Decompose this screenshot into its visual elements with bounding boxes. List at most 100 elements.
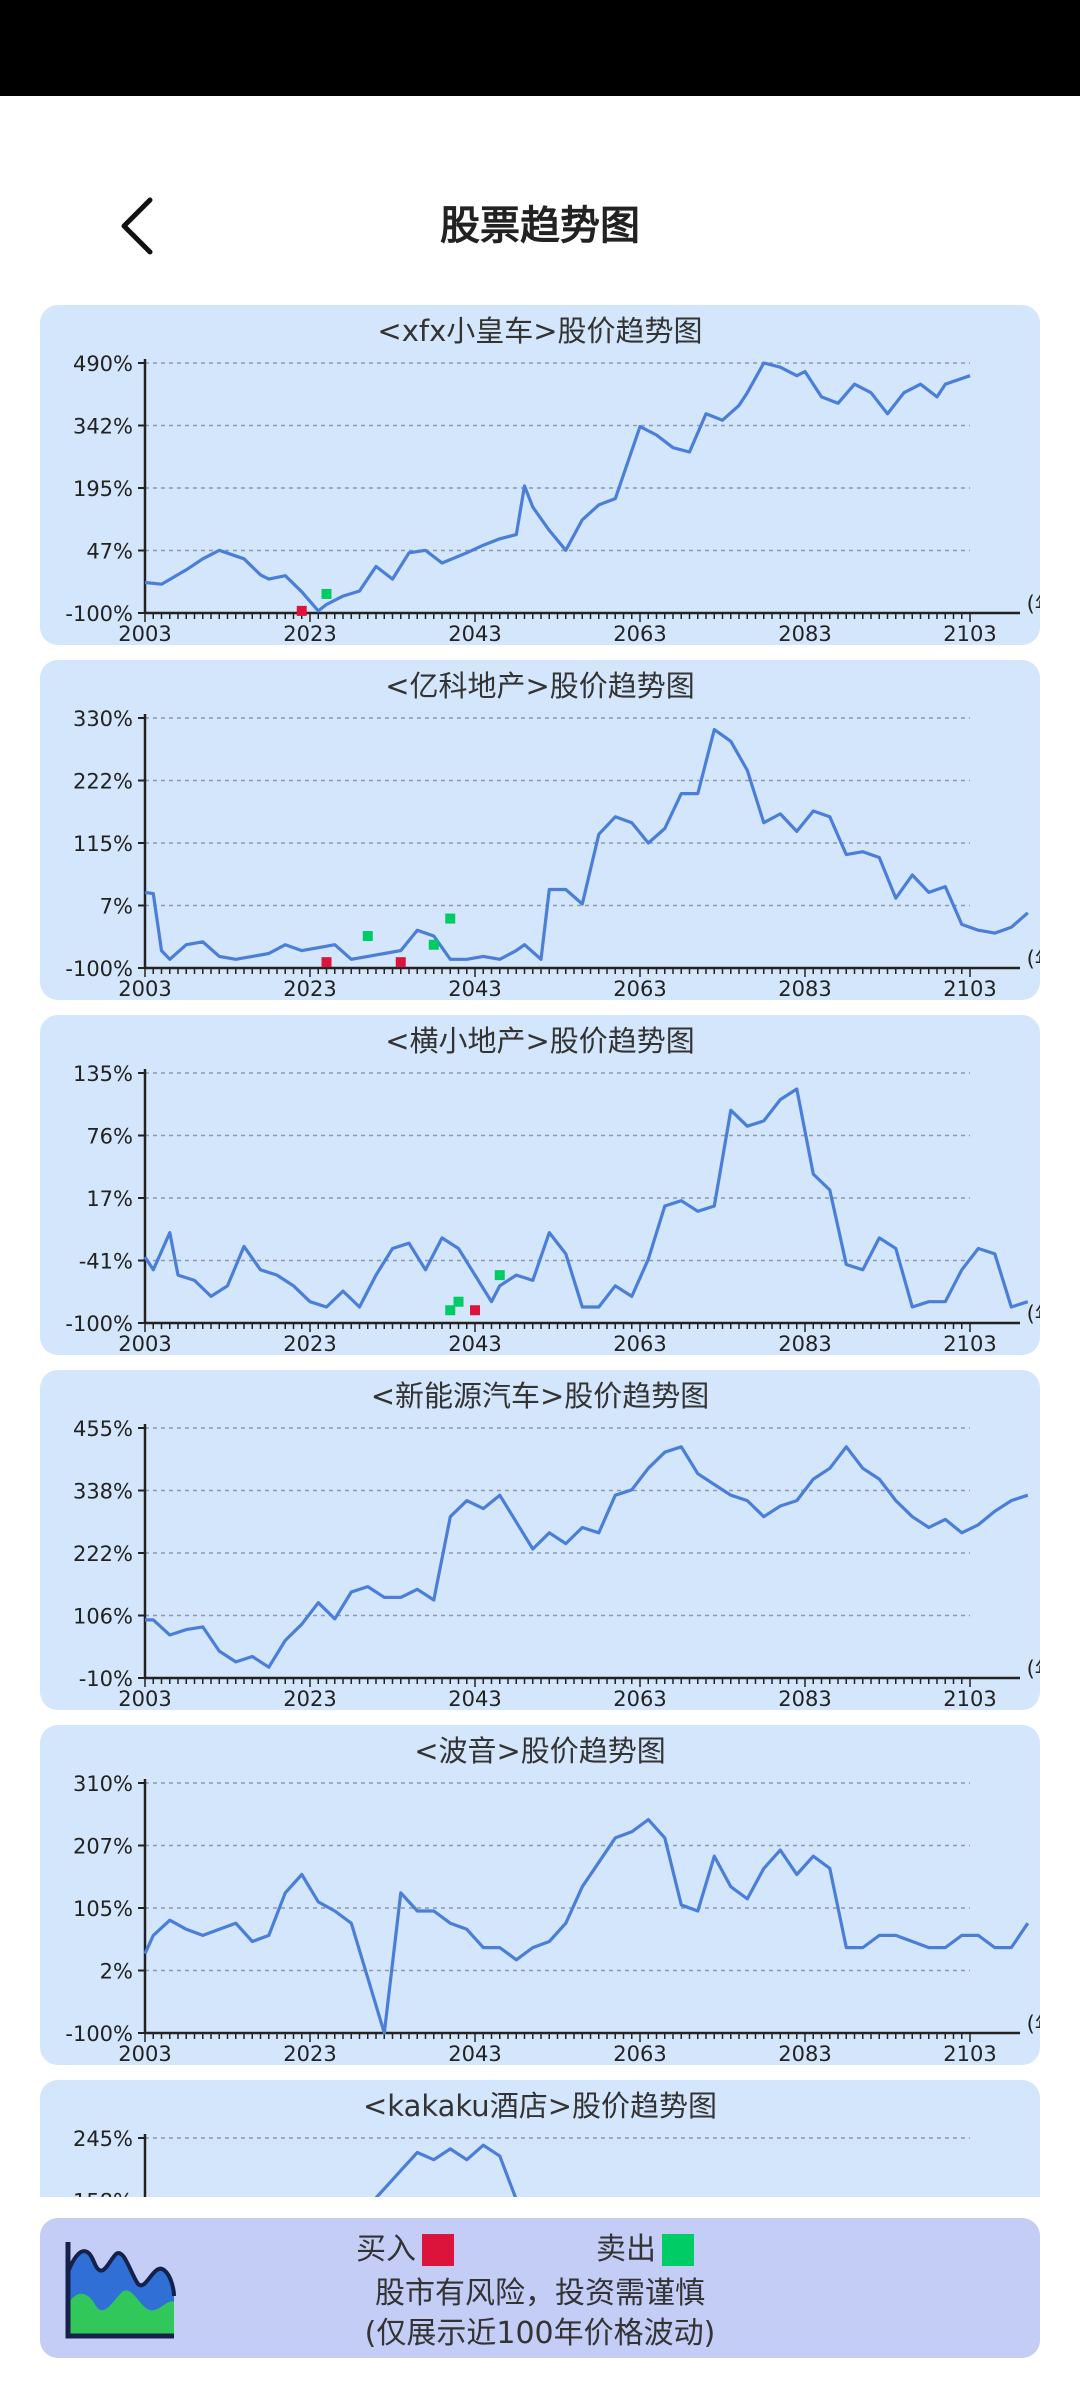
y-tick-label: 76% — [86, 1125, 133, 1149]
y-tick-label: 207% — [73, 1835, 133, 1859]
page-title: 股票趋势图 — [440, 203, 640, 249]
chart-title: <新能源汽车>股价趋势图 — [370, 1379, 710, 1413]
y-tick-label: 17% — [86, 1187, 133, 1211]
y-tick-label: 245% — [73, 2127, 133, 2151]
price-line — [143, 1087, 1029, 1309]
chart-card[interactable]: <波音>股价趋势图 310% 207% 105% 2% -100% 2003 2023 2043… — [40, 1725, 1040, 2065]
x-axis-unit: (年) — [1027, 947, 1040, 971]
chart-title: <横小地产>股价趋势图 — [385, 1024, 695, 1058]
x-tick-label: 2063 — [613, 977, 666, 1000]
y-tick-label: 2% — [100, 1960, 133, 1984]
chart-plot: 455% 338% 222% 106% -10%2003 2023 2043 2063 2083… — [73, 1417, 1040, 1710]
chart-card[interactable]: <kakaku酒店>股价趋势图245%158%20032023204320632… — [40, 2080, 1040, 2197]
y-tick-label: 490% — [73, 352, 133, 376]
y-tick-label: 330% — [73, 707, 133, 731]
y-tick-label: 135% — [73, 1062, 133, 1086]
x-tick-label: 2063 — [613, 2042, 666, 2065]
x-tick-label: 2043 — [448, 2042, 501, 2065]
y-tick-label: 310% — [73, 1772, 133, 1796]
x-tick-label: 2063 — [613, 1687, 666, 1710]
price-line — [374, 2143, 518, 2197]
y-tick-label: -10% — [79, 1667, 133, 1691]
sell-marker — [321, 588, 332, 599]
y-tick-label: -100% — [65, 1312, 133, 1336]
status-bar — [0, 0, 1080, 96]
sell-marker — [362, 931, 373, 942]
wave-chart-logo — [65, 2242, 176, 2339]
chart-title: <kakaku酒店>股价趋势图 — [363, 2089, 717, 2123]
y-tick-label: 158% — [73, 2190, 133, 2198]
chart-card[interactable]: <新能源汽车>股价趋势图 455% 338% 222% 106% -10% 2003 2023… — [40, 1370, 1040, 1710]
sell-marker — [445, 913, 456, 924]
chevron-left-icon — [121, 197, 153, 255]
x-tick-label: 2043 — [448, 622, 501, 645]
y-tick-label: 105% — [73, 1897, 133, 1921]
buy-marker — [395, 957, 406, 968]
y-tick-label: -100% — [65, 2022, 133, 2046]
x-tick-label: 2043 — [448, 977, 501, 1000]
header: 股票趋势图 — [0, 96, 1080, 306]
y-tick-label: 47% — [86, 540, 133, 564]
buy-marker — [296, 605, 307, 616]
x-tick-label: 2023 — [283, 2042, 336, 2065]
y-tick-label: 222% — [73, 770, 133, 794]
x-tick-label: 2103 — [943, 977, 996, 1000]
legend-buy-label: 买入 — [356, 2232, 416, 2267]
x-tick-label: 2023 — [283, 977, 336, 1000]
x-tick-label: 2003 — [118, 977, 171, 1000]
y-tick-label: 7% — [100, 895, 133, 919]
x-tick-label: 2003 — [118, 2042, 171, 2065]
y-tick-label: 222% — [73, 1542, 133, 1566]
price-line — [143, 1817, 1030, 2035]
y-tick-label: 455% — [73, 1417, 133, 1441]
x-tick-label: 2083 — [778, 977, 831, 1000]
x-tick-label: 2103 — [943, 2042, 996, 2065]
x-tick-label: 2063 — [613, 1332, 666, 1355]
x-axis-unit: (年) — [1027, 592, 1040, 616]
x-tick-label: 2023 — [283, 1332, 336, 1355]
x-tick-label: 2083 — [778, 2042, 831, 2065]
x-tick-label: 2023 — [283, 622, 336, 645]
x-tick-label: 2063 — [613, 622, 666, 645]
x-tick-label: 2003 — [118, 1687, 171, 1710]
buy-marker — [470, 1305, 480, 1316]
x-tick-label: 2043 — [448, 1332, 501, 1355]
sell-marker — [494, 1270, 505, 1281]
y-tick-label: 338% — [73, 1480, 133, 1504]
x-tick-label: 2083 — [778, 622, 831, 645]
risk-warning: 股市有风险，投资需谨慎 — [375, 2276, 705, 2311]
legend-sell-swatch — [662, 2234, 694, 2266]
sell-marker — [453, 1296, 464, 1307]
range-note: (仅展示近100年价格波动) — [364, 2316, 716, 2351]
chart-plot: 135% 76% 17% -41% -100%2003 2023 2043 2063 2083 2… — [65, 1062, 1040, 1355]
chart-title: <亿科地产>股价趋势图 — [385, 669, 695, 703]
y-tick-label: 115% — [73, 832, 133, 856]
x-tick-label: 2103 — [943, 622, 996, 645]
y-tick-label: -100% — [65, 957, 133, 981]
y-tick-label: 106% — [73, 1605, 133, 1629]
chart-card[interactable]: <亿科地产>股价趋势图 330% 222% 115% 7% -100% 2003 2023 20… — [40, 660, 1040, 1000]
x-tick-label: 2043 — [448, 1687, 501, 1710]
buy-marker — [321, 957, 332, 968]
y-tick-label: 342% — [73, 415, 133, 439]
chart-title: <波音>股价趋势图 — [414, 1734, 666, 1768]
chart-plot: 310% 207% 105% 2% -100%2003 2023 2043 2063 2083 2… — [65, 1772, 1040, 2065]
price-line — [144, 727, 1029, 961]
x-tick-label: 2103 — [943, 1332, 996, 1355]
chart-card[interactable]: <xfx小皇车>股价趋势图 490% 342% 195% 47% -100% 2003 202… — [40, 305, 1040, 645]
x-axis-unit: (年) — [1027, 1302, 1040, 1326]
sell-marker — [445, 1305, 456, 1316]
back-button[interactable] — [110, 196, 170, 256]
x-axis-unit: (年) — [1027, 2012, 1040, 2036]
legend-buy-swatch — [422, 2234, 454, 2266]
price-line — [144, 361, 971, 613]
x-tick-label: 2083 — [778, 1332, 831, 1355]
chart-card[interactable]: <横小地产>股价趋势图 135% 76% 17% -41% -100% 2003 2023 20… — [40, 1015, 1040, 1355]
chart-list[interactable]: <xfx小皇车>股价趋势图 490% 342% 195% 47% -100% 2003 202… — [40, 305, 1040, 2197]
x-tick-label: 2103 — [943, 1687, 996, 1710]
x-tick-label: 2083 — [778, 1687, 831, 1710]
chart-title: <xfx小皇车>股价趋势图 — [377, 314, 703, 348]
chart-plot: 490% 342% 195% 47% -100%2003 2023 2043 2063 2083… — [65, 352, 1040, 645]
legend-sell-label: 卖出 — [596, 2232, 656, 2267]
x-tick-label: 2023 — [283, 1687, 336, 1710]
